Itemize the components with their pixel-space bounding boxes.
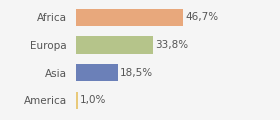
Text: 18,5%: 18,5% — [120, 68, 153, 78]
Bar — [76, 92, 78, 109]
Bar — [76, 64, 118, 81]
Text: 1,0%: 1,0% — [80, 95, 106, 105]
Bar — [76, 36, 153, 54]
Bar — [76, 9, 183, 26]
Text: 46,7%: 46,7% — [185, 12, 218, 22]
Text: 33,8%: 33,8% — [155, 40, 188, 50]
